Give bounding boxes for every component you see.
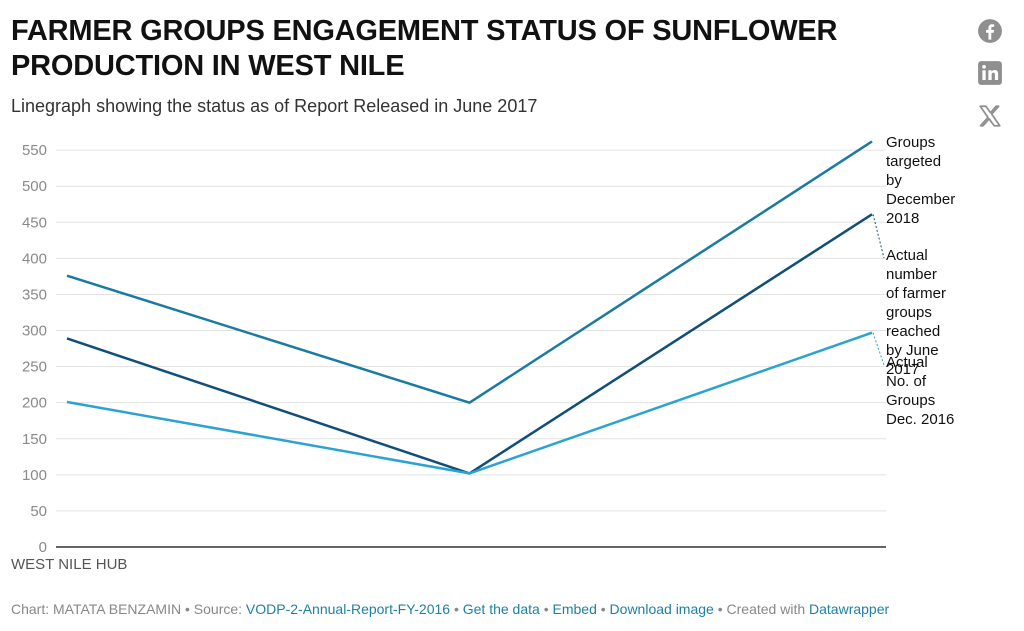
footer-separator: •	[600, 601, 606, 617]
footer-separator: •	[453, 601, 459, 617]
series-label: Actual number of farmer groups reached by Jun…	[886, 247, 946, 378]
footer-separator: •	[717, 601, 723, 617]
series-line	[66, 140, 873, 404]
y-tick-label: 500	[22, 178, 47, 195]
chart-subtitle: Linegraph showing the status as of Repor…	[11, 96, 538, 116]
y-tick-label: 50	[30, 503, 47, 520]
y-tick-label: 450	[22, 214, 47, 231]
chart-footer: Chart: MATATA BENZAMIN • Source: VODP-2-…	[11, 601, 889, 617]
created-with-text: Created with	[726, 601, 806, 617]
y-tick-label: 250	[22, 359, 47, 376]
footer-separator: •	[543, 601, 549, 617]
source-prefix: Source:	[193, 601, 243, 617]
grid-lines	[56, 149, 886, 512]
line-chart: 0 50 100 150 200 250 300 350 400 450 500 550 WEST N…	[11, 134, 955, 573]
download-image-link[interactable]: Download image	[609, 601, 714, 617]
linkedin-share-button[interactable]	[976, 59, 1004, 87]
y-axis-ticks: 0 50 100 150 200 250 300 350 400 450 500 550	[22, 142, 47, 556]
datawrapper-link[interactable]: Datawrapper	[809, 601, 890, 617]
linkedin-icon	[978, 61, 1002, 85]
series-lines	[66, 140, 873, 475]
facebook-icon	[978, 19, 1002, 43]
chart-title: FARMER GROUPS ENGAGEMENT STATUS OF SUNFL…	[11, 15, 838, 82]
y-tick-label: 0	[39, 539, 47, 556]
facebook-share-button[interactable]	[976, 17, 1004, 45]
series-line	[66, 213, 873, 475]
y-tick-label: 300	[22, 323, 47, 340]
y-tick-label: 100	[22, 467, 47, 484]
series-label: Groups targeted by December 2018	[886, 134, 955, 227]
x-icon	[979, 105, 1001, 127]
y-tick-label: 350	[22, 286, 47, 303]
series-line	[66, 331, 873, 475]
y-tick-label: 200	[22, 395, 47, 412]
series-labels: Groups targeted by December 2018 Actual number…	[872, 134, 955, 428]
chart-credit: Chart: MATATA BENZAMIN	[11, 601, 182, 617]
footer-separator: •	[184, 601, 190, 617]
label-connector	[872, 214, 885, 259]
y-tick-label: 550	[22, 142, 47, 159]
source-link[interactable]: VODP-2-Annual-Report-FY-2016	[245, 601, 451, 617]
y-tick-label: 400	[22, 250, 47, 267]
series-label: Actual No. of Groups Dec. 2016	[886, 354, 954, 428]
label-connector	[872, 332, 885, 366]
get-data-link[interactable]: Get the data	[462, 601, 540, 617]
y-tick-label: 150	[22, 431, 47, 448]
x-axis-label: WEST NILE HUB	[11, 556, 127, 573]
x-share-button[interactable]	[976, 102, 1004, 130]
embed-link[interactable]: Embed	[552, 601, 597, 617]
